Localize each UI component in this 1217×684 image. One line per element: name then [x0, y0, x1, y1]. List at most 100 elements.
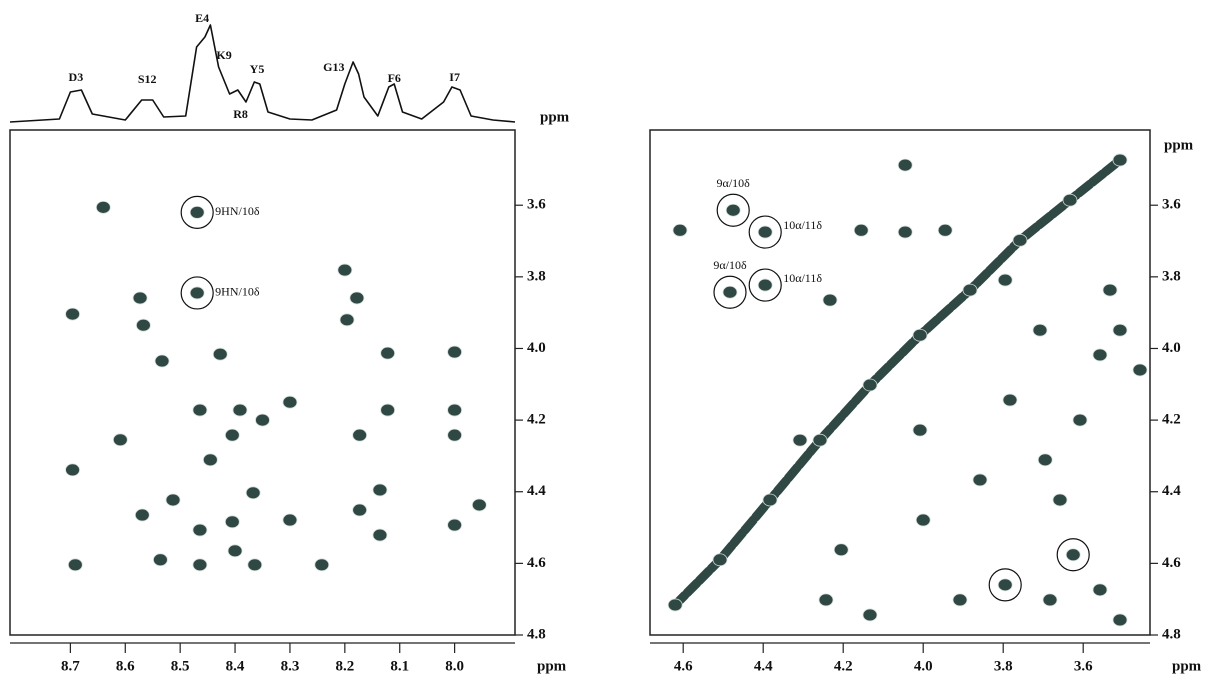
cross-peak [314, 558, 330, 572]
cross-peak [1002, 393, 1018, 407]
cross-peak [447, 403, 463, 417]
x-axis-label: ppm [1172, 658, 1202, 674]
y-axis-label: ppm [1164, 137, 1194, 153]
diagonal-peak [862, 378, 878, 392]
y-tick-label: 4.2 [527, 412, 546, 428]
cross-peak [972, 473, 988, 487]
cross-peak [853, 223, 869, 237]
cross-peak [339, 313, 355, 327]
y-tick-label: 4.0 [1162, 340, 1181, 356]
x-tick-label: 8.0 [445, 658, 464, 674]
cross-peak [833, 543, 849, 557]
diagonal-peak [712, 553, 728, 567]
annotation-circle [748, 268, 782, 302]
cross-peak [997, 273, 1013, 287]
cross-peak [352, 428, 368, 442]
cross-peak [192, 523, 208, 537]
diagonal-ridge [670, 155, 1125, 610]
cross-peak [67, 558, 83, 572]
cross-peak [134, 508, 150, 522]
cross-peak [818, 593, 834, 607]
peak-label: E4 [195, 11, 209, 25]
cross-peak [65, 307, 80, 321]
y-tick-label: 3.8 [1162, 268, 1181, 284]
y-tick-label: 3.8 [527, 268, 546, 284]
cross-peak [247, 558, 263, 572]
peak-label: D3 [69, 70, 84, 84]
cross-peak [165, 493, 181, 507]
cross-peak [1072, 413, 1088, 427]
annotation-label: 10α/11δ [783, 218, 822, 232]
cross-peak [1052, 493, 1068, 507]
cross-peak [1132, 363, 1148, 377]
annotation-circle [1056, 538, 1090, 572]
cross-peak [862, 608, 878, 622]
cross-peak [212, 347, 228, 361]
cross-peak [912, 423, 928, 437]
cross-peak [349, 291, 365, 305]
diagonal-peak [962, 283, 978, 297]
x-tick-label: 8.7 [61, 658, 80, 674]
cross-peak [725, 203, 741, 217]
spectrum-line [9, 24, 516, 123]
cross-peak [154, 354, 170, 368]
cross-peak [1092, 583, 1108, 597]
annotation-label: 9α/10δ [713, 258, 747, 272]
cross-peak [224, 515, 240, 529]
y-tick-label: 4.2 [1162, 412, 1181, 428]
x-tick-label: 8.6 [116, 658, 135, 674]
annotation-circle [713, 275, 747, 309]
cross-peak [372, 528, 388, 542]
x-tick-label: 4.2 [834, 658, 853, 674]
cross-peak [132, 291, 148, 305]
cross-peak [897, 225, 913, 239]
x-tick-label: 8.2 [335, 658, 354, 674]
cross-peak [380, 346, 396, 360]
cross-peak [227, 544, 243, 558]
cross-peak [722, 285, 738, 299]
cross-peak [282, 513, 298, 527]
y-tick-label: 3.6 [1162, 197, 1181, 213]
peak-label: K9 [216, 48, 231, 62]
cross-peak [1032, 323, 1048, 337]
cross-peak [189, 205, 205, 219]
x-tick-label: 8.1 [390, 658, 409, 674]
cross-peak [447, 428, 463, 442]
cross-peak [337, 263, 353, 277]
cross-peak [447, 345, 463, 359]
annotation-label: 9α/10δ [717, 176, 751, 190]
cross-peak [822, 293, 838, 307]
plot-frame [649, 129, 1151, 636]
cross-peak [757, 278, 773, 292]
cross-peak [672, 223, 688, 237]
cross-peak [1037, 453, 1053, 467]
cross-peak [202, 453, 218, 467]
cross-peak [135, 318, 151, 332]
x-axis-label: ppm [537, 658, 567, 674]
cross-peak [65, 463, 80, 477]
cross-peak [224, 428, 240, 442]
cross-peak [189, 286, 205, 300]
diagonal-peak [667, 598, 683, 612]
diagonal-peak [1112, 153, 1128, 167]
cross-peak [1065, 548, 1081, 562]
x-tick-label: 3.8 [994, 658, 1013, 674]
y-tick-label: 4.8 [527, 626, 546, 642]
cross-peak [1042, 593, 1058, 607]
x-tick-label: 8.4 [226, 658, 245, 674]
x-axis-label: ppm [540, 109, 570, 125]
x-tick-label: 8.5 [171, 658, 190, 674]
annotation-label: 9HN/10δ [215, 285, 260, 299]
annotation-label: 9HN/10δ [215, 204, 260, 218]
y-tick-label: 4.4 [527, 483, 546, 499]
cross-peak [757, 225, 773, 239]
peak-label: G13 [323, 60, 344, 74]
cross-peak [95, 200, 111, 214]
peak-label: I7 [449, 70, 460, 84]
cross-peak [471, 498, 487, 512]
y-tick-label: 4.0 [527, 340, 546, 356]
cross-peak [352, 503, 368, 517]
annotation-circle [180, 276, 214, 310]
annotation-circle [180, 195, 214, 229]
diagonal-peak [912, 328, 928, 342]
